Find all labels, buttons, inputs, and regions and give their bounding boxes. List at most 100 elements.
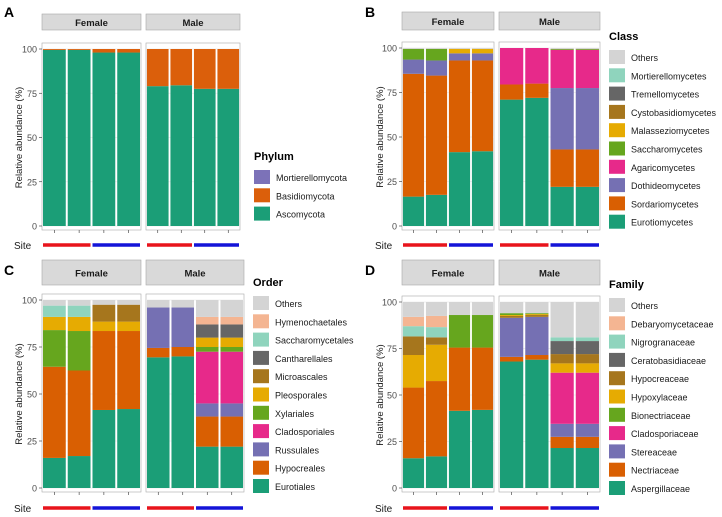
legend-label: Russulales bbox=[275, 445, 320, 455]
bar-segment bbox=[471, 347, 494, 410]
y-tick-label: 25 bbox=[387, 177, 397, 187]
bar-segment bbox=[117, 52, 141, 226]
bar-segment bbox=[448, 410, 471, 488]
bar-segment bbox=[550, 302, 574, 338]
bar-segment bbox=[42, 366, 66, 458]
bar-segment bbox=[525, 316, 549, 356]
legend-label: Nigrogranaceae bbox=[631, 338, 695, 348]
bar-segment bbox=[425, 381, 448, 457]
panel-letter: B bbox=[365, 4, 375, 20]
bar-segment bbox=[525, 314, 549, 316]
bar-segment bbox=[67, 456, 91, 488]
bar-segment bbox=[42, 49, 66, 227]
y-tick-label: 0 bbox=[32, 484, 37, 494]
legend-label: Eurotiales bbox=[275, 482, 316, 492]
bar-segment bbox=[42, 457, 66, 488]
bar-segment bbox=[402, 458, 425, 488]
bar-segment bbox=[448, 53, 471, 61]
legend-swatch bbox=[609, 196, 625, 211]
bar-segment bbox=[471, 151, 494, 226]
bar-segment bbox=[425, 327, 448, 338]
legend-label: Ascomycota bbox=[276, 210, 325, 220]
legend-label: Cantharellales bbox=[275, 354, 333, 364]
bar-segment bbox=[550, 186, 574, 226]
legend-swatch bbox=[609, 481, 625, 495]
legend-swatch bbox=[609, 68, 625, 83]
bar-segment bbox=[195, 351, 219, 404]
bar-segment bbox=[575, 423, 599, 437]
bar-segment bbox=[117, 331, 141, 410]
bar-segment bbox=[195, 416, 219, 447]
bar-segment bbox=[500, 84, 524, 100]
bar-segment bbox=[471, 48, 494, 54]
facet-label: Female bbox=[75, 18, 108, 29]
legend-swatch bbox=[609, 462, 625, 477]
legend-label: Malasseziomycetes bbox=[631, 126, 710, 136]
bar-segment bbox=[146, 307, 170, 348]
site-label: Site bbox=[14, 241, 32, 252]
legend-label: Hypocreaceae bbox=[631, 374, 689, 384]
legend-title: Family bbox=[609, 279, 645, 291]
legend-swatch bbox=[609, 178, 625, 193]
legend-label: Cladosporiales bbox=[275, 427, 335, 437]
legend-label: Stereaceae bbox=[631, 447, 677, 457]
bar-segment bbox=[92, 300, 116, 305]
y-tick-label: 75 bbox=[387, 88, 397, 98]
bar-segment bbox=[220, 347, 244, 352]
bar-segment bbox=[448, 315, 471, 348]
bar-segment bbox=[525, 97, 549, 226]
bar-segment bbox=[575, 186, 599, 226]
facet-strip bbox=[498, 259, 601, 286]
bar-segment bbox=[471, 315, 494, 348]
legend-swatch bbox=[253, 332, 269, 347]
bar-segment bbox=[550, 448, 574, 488]
bar-segment bbox=[471, 409, 494, 488]
bar-segment bbox=[92, 409, 116, 488]
legend-label: Aspergillaceae bbox=[631, 484, 690, 494]
facet-strip bbox=[145, 259, 245, 286]
legend-swatch bbox=[253, 387, 269, 402]
bar-segment bbox=[448, 152, 471, 226]
bar-segment bbox=[550, 372, 574, 424]
legend-swatch bbox=[609, 86, 625, 101]
facet-label: Female bbox=[75, 269, 108, 280]
bar-segment bbox=[146, 300, 170, 308]
y-tick-label: 50 bbox=[27, 133, 37, 143]
legend-swatch bbox=[609, 334, 625, 349]
bar-segment bbox=[402, 59, 425, 74]
facet-label: Female bbox=[432, 17, 465, 28]
legend-swatch bbox=[609, 407, 625, 422]
bar-segment bbox=[117, 300, 141, 305]
site-label: Site bbox=[375, 241, 393, 252]
bar-segment bbox=[402, 73, 425, 197]
legend-swatch bbox=[253, 296, 269, 310]
facet-strip bbox=[145, 13, 241, 31]
facet-label: Male bbox=[182, 18, 203, 29]
bar-segment bbox=[402, 302, 425, 317]
bar-segment bbox=[500, 48, 524, 85]
bar-segment bbox=[550, 423, 574, 437]
legend-swatch bbox=[253, 479, 269, 493]
bar-segment bbox=[550, 48, 574, 49]
bar-segment bbox=[425, 344, 448, 382]
bar-segment bbox=[550, 48, 574, 50]
legend-swatch bbox=[609, 123, 625, 138]
legend-title: Class bbox=[609, 31, 638, 43]
bar-segment bbox=[500, 361, 524, 488]
bar-segment bbox=[195, 347, 219, 352]
bar-segment bbox=[575, 337, 599, 342]
legend-label: Debaryomycetaceae bbox=[631, 319, 714, 329]
site-label: Site bbox=[375, 504, 393, 515]
bar-segment bbox=[146, 357, 170, 488]
bar-segment bbox=[92, 304, 116, 322]
bar-segment bbox=[425, 60, 448, 76]
bar-segment bbox=[146, 347, 170, 358]
bar-segment bbox=[171, 347, 195, 357]
facet-strip bbox=[498, 11, 601, 31]
bar-segment bbox=[67, 305, 91, 317]
bar-segment bbox=[525, 48, 549, 84]
bar-segment bbox=[67, 331, 91, 371]
bar-segment bbox=[220, 316, 244, 325]
bar-segment bbox=[550, 49, 574, 89]
